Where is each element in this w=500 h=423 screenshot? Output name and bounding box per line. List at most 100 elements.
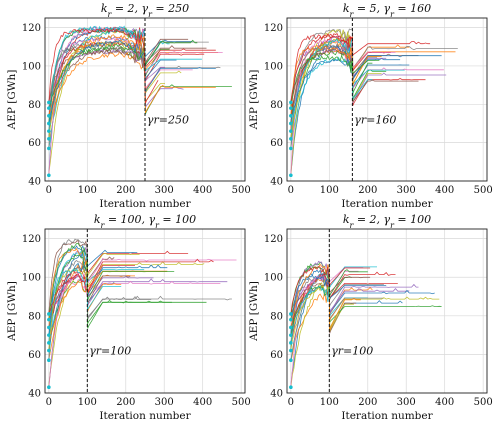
start-point [47,348,51,353]
series-line [48,25,202,131]
start-point [47,146,51,151]
series-line [48,27,232,123]
y-tick-label: 80 [270,311,283,322]
plot-frame [286,228,488,394]
start-point [289,100,293,105]
start-point [47,100,51,105]
series-line [48,36,223,109]
series-line [48,258,214,313]
x-axis-label: Iteration number [341,410,433,422]
panel-title: kr = 2, γr = 250 [101,2,189,19]
series-line [48,39,216,124]
series-line [290,266,371,315]
x-axis-label: Iteration number [341,198,433,210]
series-line [290,269,435,350]
series-line [48,244,138,336]
y-tick-label: 120 [264,23,283,34]
series-line [48,34,216,115]
series-line [48,247,168,329]
series-line [48,277,207,351]
series-line [48,41,221,104]
series-line [290,275,419,320]
panel-title: kr = 2, γr = 100 [343,213,431,230]
y-tick-label: 40 [28,389,41,400]
panel-3: 0 100 200 300 400 500 40 60 80 100 120 γr=100 kr = 1… [6,213,251,422]
series-line [48,239,131,313]
y-axis-label: AEP [GWh] [6,70,18,131]
y-tick-label: 80 [28,100,41,111]
y-tick-label: 40 [270,389,283,400]
start-point [289,325,293,330]
start-point [289,114,293,118]
panel-title: kr = 5, γr = 160 [343,2,431,19]
series-line [48,238,152,360]
series-line [48,247,228,337]
start-point [47,312,51,316]
x-tick-label: 0 [46,397,52,408]
series-line [48,267,122,343]
series-line [290,285,440,351]
series-line [290,33,431,103]
series-group [48,25,232,176]
series-line [48,45,207,116]
y-tick-label: 100 [264,61,283,72]
y-tick-label: 100 [22,61,41,72]
x-tick-label: 200 [116,397,135,408]
series-group [48,238,237,389]
series-line [290,54,380,107]
series-line [48,51,157,130]
x-tick-label: 200 [358,397,377,408]
y-tick-label: 60 [28,138,41,149]
start-point [47,341,51,345]
series-line [48,265,135,330]
start-point [47,385,51,390]
y-tick-label: 60 [28,350,41,361]
y-tick-label: 80 [28,311,41,322]
restart-annotation: γr=160 [354,113,396,126]
x-axis-label: Iteration number [99,198,191,210]
series-line [290,286,373,363]
start-point [47,121,51,126]
series-line [48,261,205,386]
start-point [47,358,51,363]
x-tick-label: 300 [397,397,416,408]
x-tick-label: 0 [288,185,294,196]
series-line [48,41,216,117]
y-axis-label: AEP [GWh] [248,70,260,131]
x-axis-label: Iteration number [99,410,191,422]
start-point [47,325,51,330]
panel-1: 0 100 200 300 400 500 40 60 80 100 120 γr=250 kr = 2… [6,2,251,210]
plot-frame [44,17,246,182]
start-point [47,173,51,178]
series-line [48,39,198,110]
start-point [289,129,293,133]
y-tick-label: 60 [270,138,283,149]
x-tick-label: 300 [155,397,174,408]
start-point [289,173,293,178]
series-line [290,260,410,335]
start-point [289,358,293,363]
series-line [48,256,232,320]
x-tick-label: 500 [232,397,251,408]
x-tick-label: 100 [320,185,339,196]
restart-annotation: γr=250 [147,113,189,126]
start-point [47,129,51,133]
x-tick-label: 400 [193,185,212,196]
x-tick-label: 400 [193,397,212,408]
y-tick-label: 40 [270,177,283,188]
series-line [290,263,361,331]
series-line [48,252,140,350]
series-line [290,266,377,343]
start-point [289,348,293,353]
series-line [48,250,189,344]
start-point [289,317,293,322]
x-tick-label: 300 [397,185,416,196]
x-tick-label: 100 [320,397,339,408]
series-line [290,27,458,102]
y-tick-label: 40 [28,177,41,188]
y-tick-label: 60 [270,350,283,361]
panel-4: 0 100 200 300 400 500 40 60 80 100 120 γr=100 kr = 2… [248,213,493,422]
series-line [48,262,168,351]
y-axis-label: AEP [GWh] [6,281,18,342]
start-point [289,137,293,141]
